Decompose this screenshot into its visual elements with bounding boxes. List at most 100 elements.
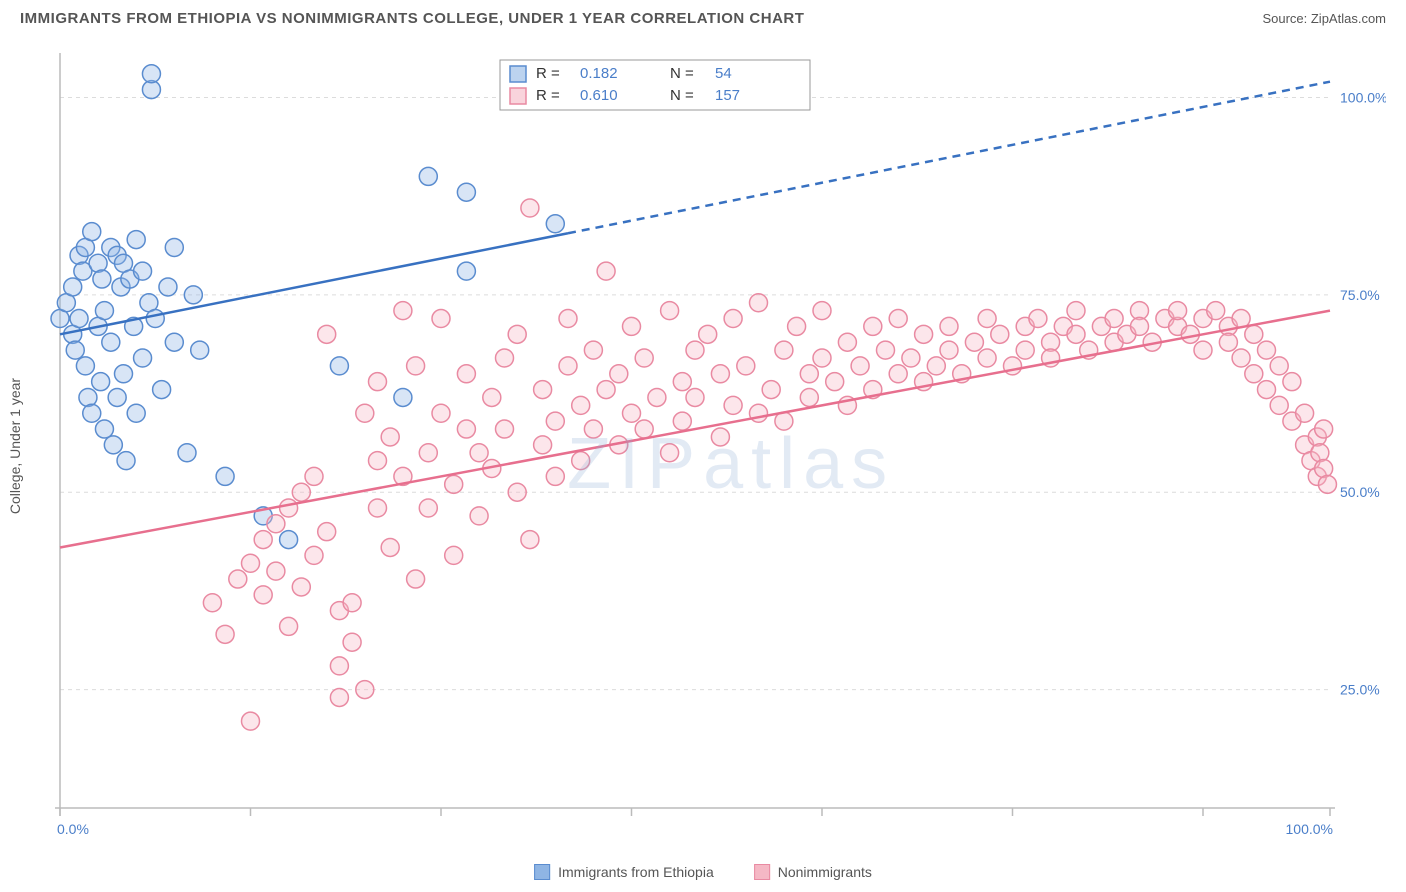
scatter-point [1245, 365, 1263, 383]
scatter-point [1219, 333, 1237, 351]
x-tick-label: 0.0% [57, 821, 89, 837]
scatter-point [117, 452, 135, 470]
scatter-point [134, 262, 152, 280]
legend-label: Immigrants from Ethiopia [558, 864, 714, 880]
scatter-point [108, 388, 126, 406]
scatter-point [534, 436, 552, 454]
scatter-point [1270, 357, 1288, 375]
scatter-point [66, 341, 84, 359]
scatter-point [254, 586, 272, 604]
scatter-point [623, 404, 641, 422]
scatter-point [610, 365, 628, 383]
scatter-point [89, 254, 107, 272]
scatter-point [381, 428, 399, 446]
scatter-point [280, 531, 298, 549]
scatter-point [1194, 341, 1212, 359]
scatter-point [356, 404, 374, 422]
scatter-point [432, 310, 450, 328]
scatter-point [356, 681, 374, 699]
scatter-point [965, 333, 983, 351]
scatter-point [184, 286, 202, 304]
scatter-point [93, 270, 111, 288]
scatter-point [407, 570, 425, 588]
scatter-point [635, 420, 653, 438]
scatter-point [76, 357, 94, 375]
scatter-point [153, 381, 171, 399]
legend-item: Immigrants from Ethiopia [534, 864, 714, 880]
x-tick-label: 100.0% [1286, 821, 1333, 837]
scatter-point [127, 404, 145, 422]
scatter-point [445, 475, 463, 493]
y-tick-label: 100.0% [1340, 89, 1386, 105]
scatter-point [343, 633, 361, 651]
scatter-point [597, 381, 615, 399]
legend-r-label: R = [536, 65, 560, 82]
scatter-point [559, 310, 577, 328]
scatter-point [864, 317, 882, 335]
scatter-point [470, 507, 488, 525]
scatter-point [711, 428, 729, 446]
scatter-point [826, 373, 844, 391]
scatter-point [915, 325, 933, 343]
scatter-point [457, 262, 475, 280]
legend-r-label: R = [536, 87, 560, 104]
legend-swatch [534, 864, 550, 880]
scatter-point [369, 499, 387, 517]
scatter-point [104, 436, 122, 454]
scatter-point [597, 262, 615, 280]
scatter-point [521, 531, 539, 549]
scatter-point [95, 420, 113, 438]
scatter-point [419, 444, 437, 462]
scatter-point [788, 317, 806, 335]
scatter-point [1067, 325, 1085, 343]
scatter-point [127, 231, 145, 249]
scatter-point [1315, 460, 1333, 478]
y-tick-label: 75.0% [1340, 287, 1380, 303]
scatter-point [1270, 396, 1288, 414]
scatter-point [661, 444, 679, 462]
scatter-point [318, 325, 336, 343]
scatter-point [546, 467, 564, 485]
scatter-point [800, 388, 818, 406]
scatter-point [457, 420, 475, 438]
scatter-point [457, 365, 475, 383]
scatter-point [83, 404, 101, 422]
scatter-point [102, 333, 120, 351]
scatter-point [381, 538, 399, 556]
scatter-point [521, 199, 539, 217]
scatter-point [902, 349, 920, 367]
scatter-point [305, 546, 323, 564]
scatter-point [940, 317, 958, 335]
scatter-point [343, 594, 361, 612]
scatter-point [483, 388, 501, 406]
scatter-point [330, 688, 348, 706]
scatter-point [394, 388, 412, 406]
y-axis-label: College, Under 1 year [7, 378, 23, 514]
scatter-point [546, 412, 564, 430]
scatter-point [115, 365, 133, 383]
scatter-point [813, 349, 831, 367]
scatter-point [330, 357, 348, 375]
scatter-point [330, 657, 348, 675]
scatter-point [83, 223, 101, 241]
scatter-point [445, 546, 463, 564]
scatter-point [673, 412, 691, 430]
scatter-point [1258, 381, 1276, 399]
scatter-point [686, 341, 704, 359]
scatter-point [724, 310, 742, 328]
scatter-point [496, 420, 514, 438]
legend-n-label: N = [670, 65, 694, 82]
y-tick-label: 50.0% [1340, 484, 1380, 500]
scatter-point [280, 499, 298, 517]
scatter-point [1131, 317, 1149, 335]
legend-swatch [510, 66, 526, 82]
scatter-point [280, 617, 298, 635]
scatter-point [165, 238, 183, 256]
scatter-point [584, 420, 602, 438]
scatter-point [737, 357, 755, 375]
scatter-point [940, 341, 958, 359]
scatter-point [142, 65, 160, 83]
scatter-point [292, 578, 310, 596]
chart-container: 25.0%50.0%75.0%100.0%0.0%100.0%R =0.182N… [50, 48, 1386, 842]
scatter-point [1169, 302, 1187, 320]
